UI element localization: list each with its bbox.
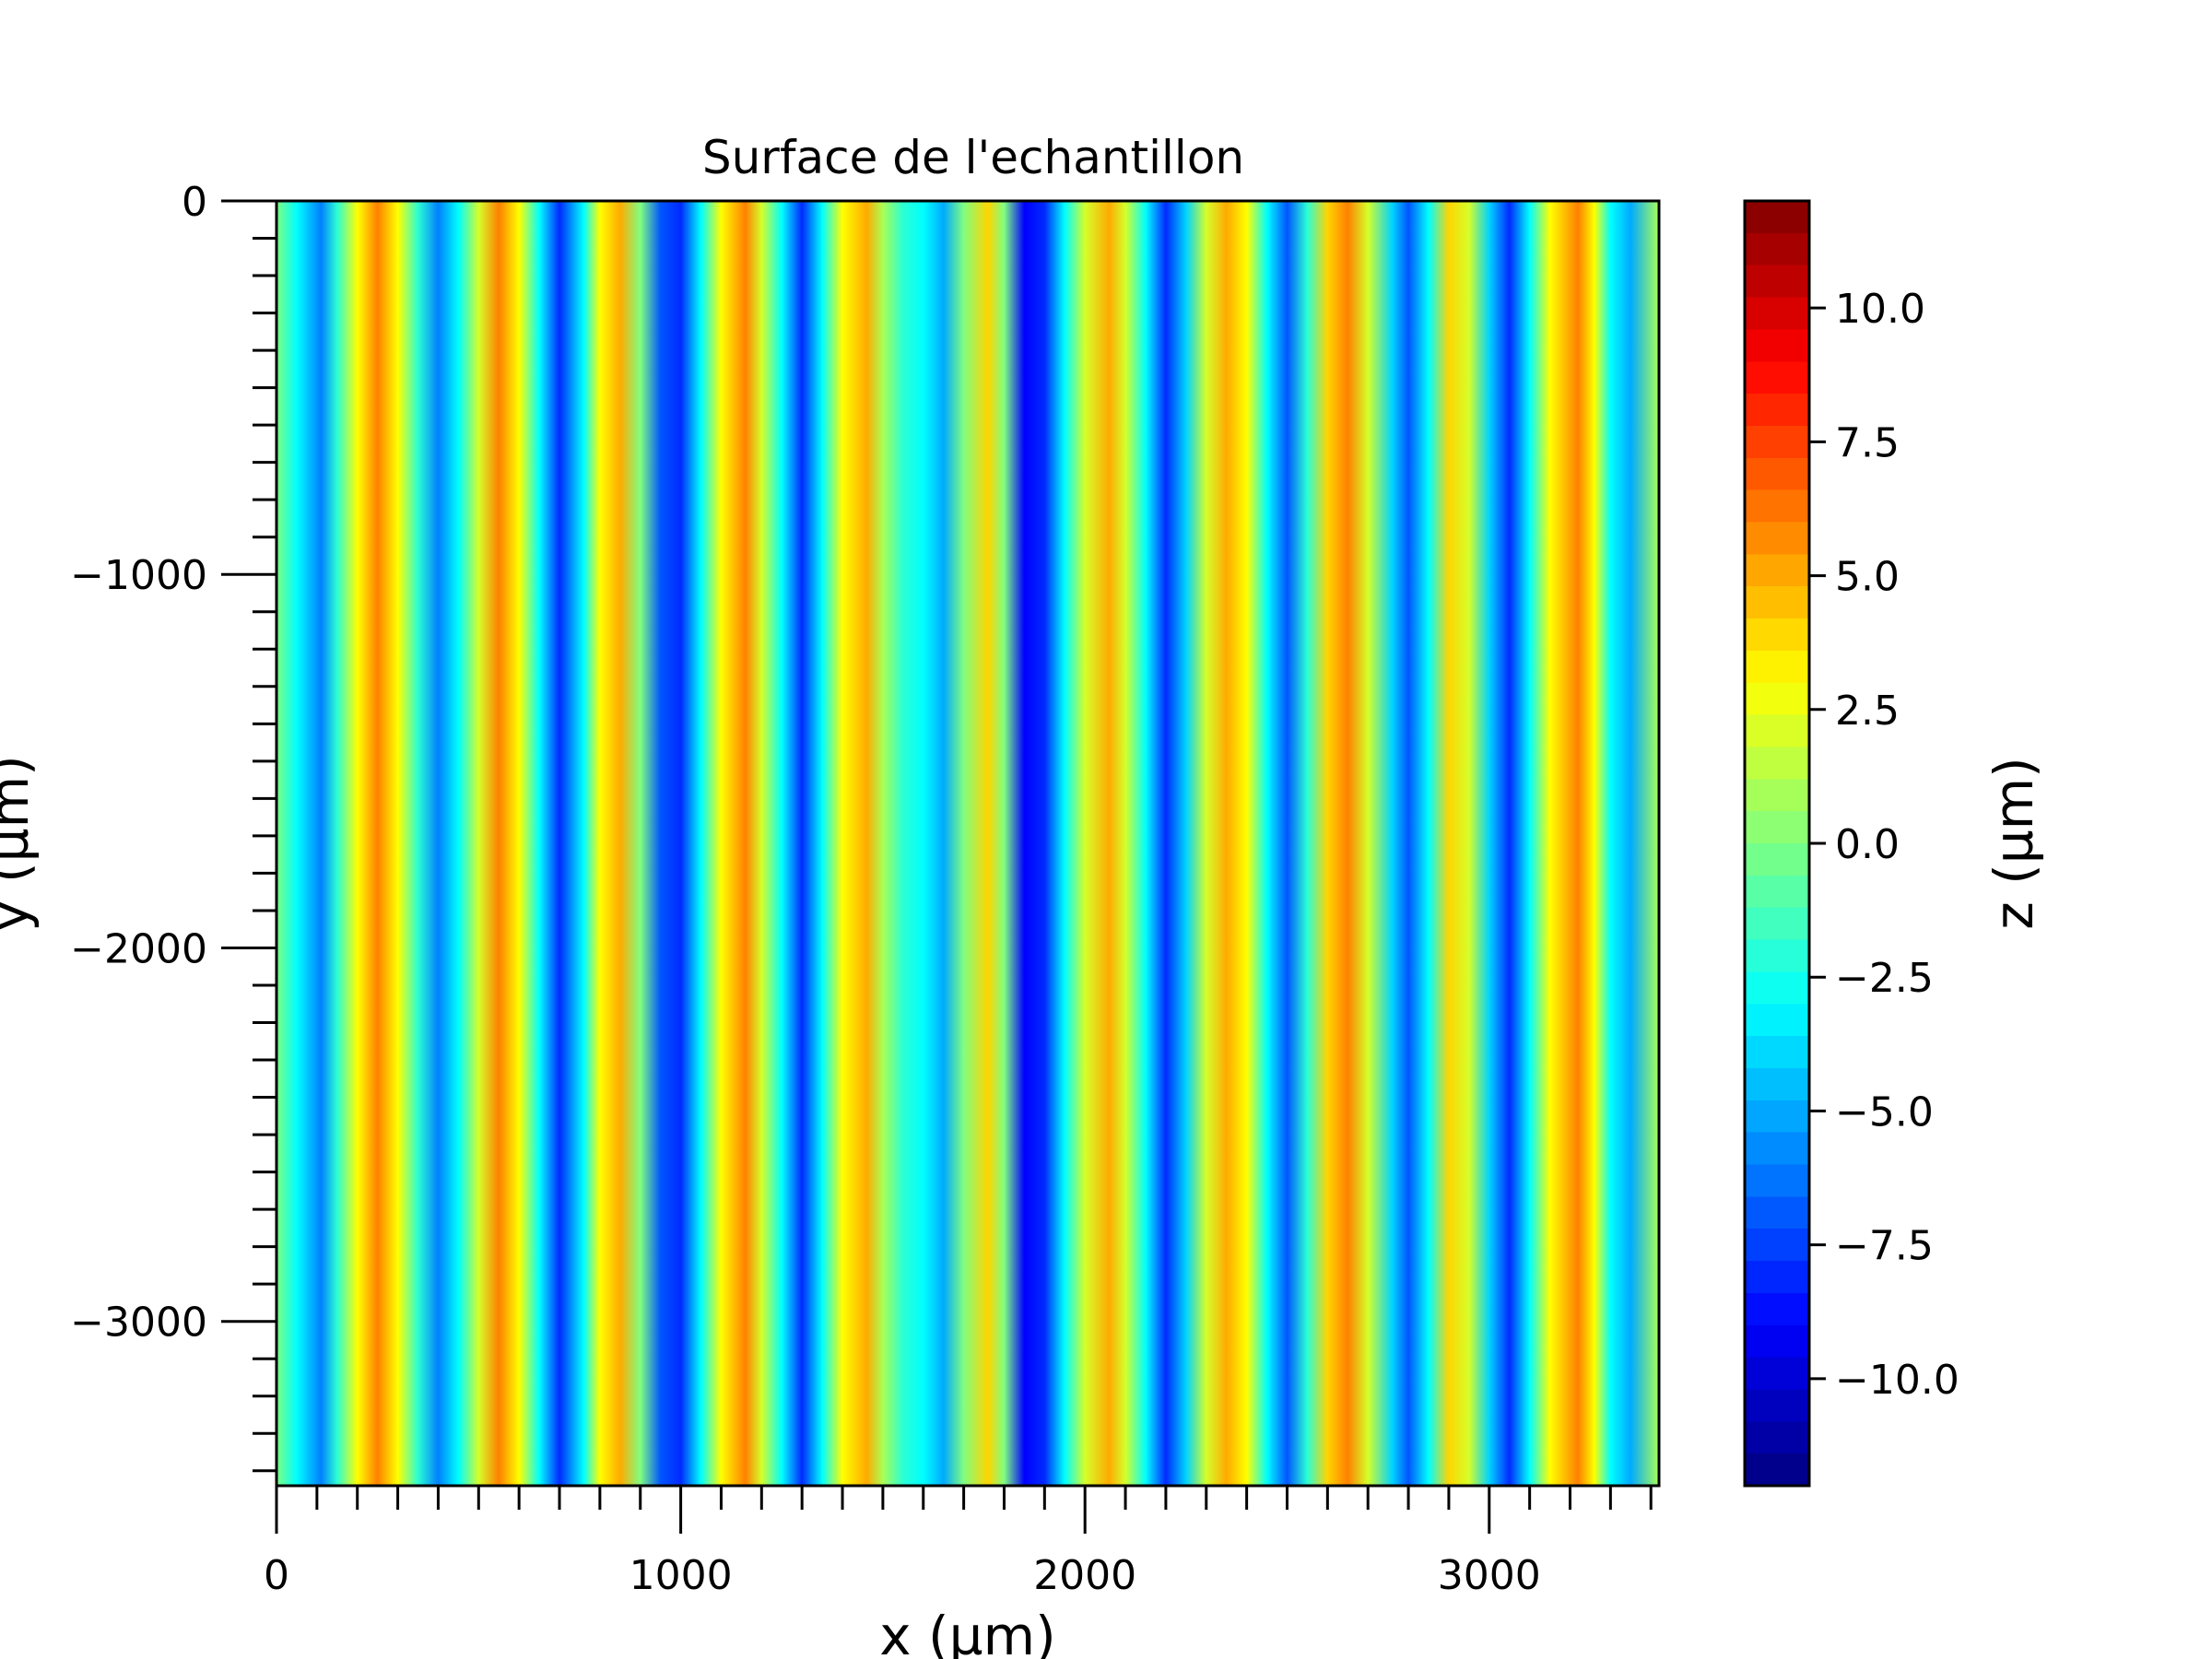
y-tick-label: 0: [182, 179, 207, 226]
y-tick-label: −3000: [70, 1300, 207, 1347]
colorbar: [1743, 199, 1811, 1488]
colorbar-tick-label: −10.0: [1835, 1357, 1959, 1404]
colorbar-tick-label: 10.0: [1835, 286, 1925, 333]
x-tick-label: 0: [264, 1552, 289, 1599]
colorbar-tick-label: 2.5: [1835, 688, 1900, 735]
colorbar-tick-label: −2.5: [1835, 955, 1934, 1002]
x-tick-label: 3000: [1438, 1552, 1541, 1599]
x-tick-label: 2000: [1033, 1552, 1136, 1599]
y-axis: 0 −1000 −2000 −3000: [70, 179, 276, 1473]
y-tick-label: −1000: [70, 552, 207, 599]
colorbar-tick-label: 7.5: [1835, 419, 1900, 466]
chart-title: Surface de l'echantillon: [702, 131, 1244, 184]
colorbar-axis: 10.0 7.5 5.0 2.5 0.0 −2.5 −5.0 −7.5 −10.0: [1809, 286, 1959, 1404]
colorbar-tick-label: 5.0: [1835, 554, 1900, 601]
colorbar-tick-label: −7.5: [1835, 1223, 1934, 1270]
colorbar-tick-label: 0.0: [1835, 821, 1900, 868]
colorbar-tick-label: −5.0: [1835, 1088, 1934, 1135]
x-tick-label: 1000: [629, 1552, 733, 1599]
y-axis-label: y (µm): [0, 755, 41, 931]
x-axis-label: x (µm): [879, 1605, 1055, 1659]
colorbar-label: z (µm): [1983, 757, 2045, 930]
plot-frame: [275, 199, 1661, 1488]
y-tick-label: −2000: [70, 925, 207, 972]
heatmap-image: [276, 201, 1659, 1486]
x-axis: 0 1000 2000 3000: [264, 1486, 1653, 1599]
